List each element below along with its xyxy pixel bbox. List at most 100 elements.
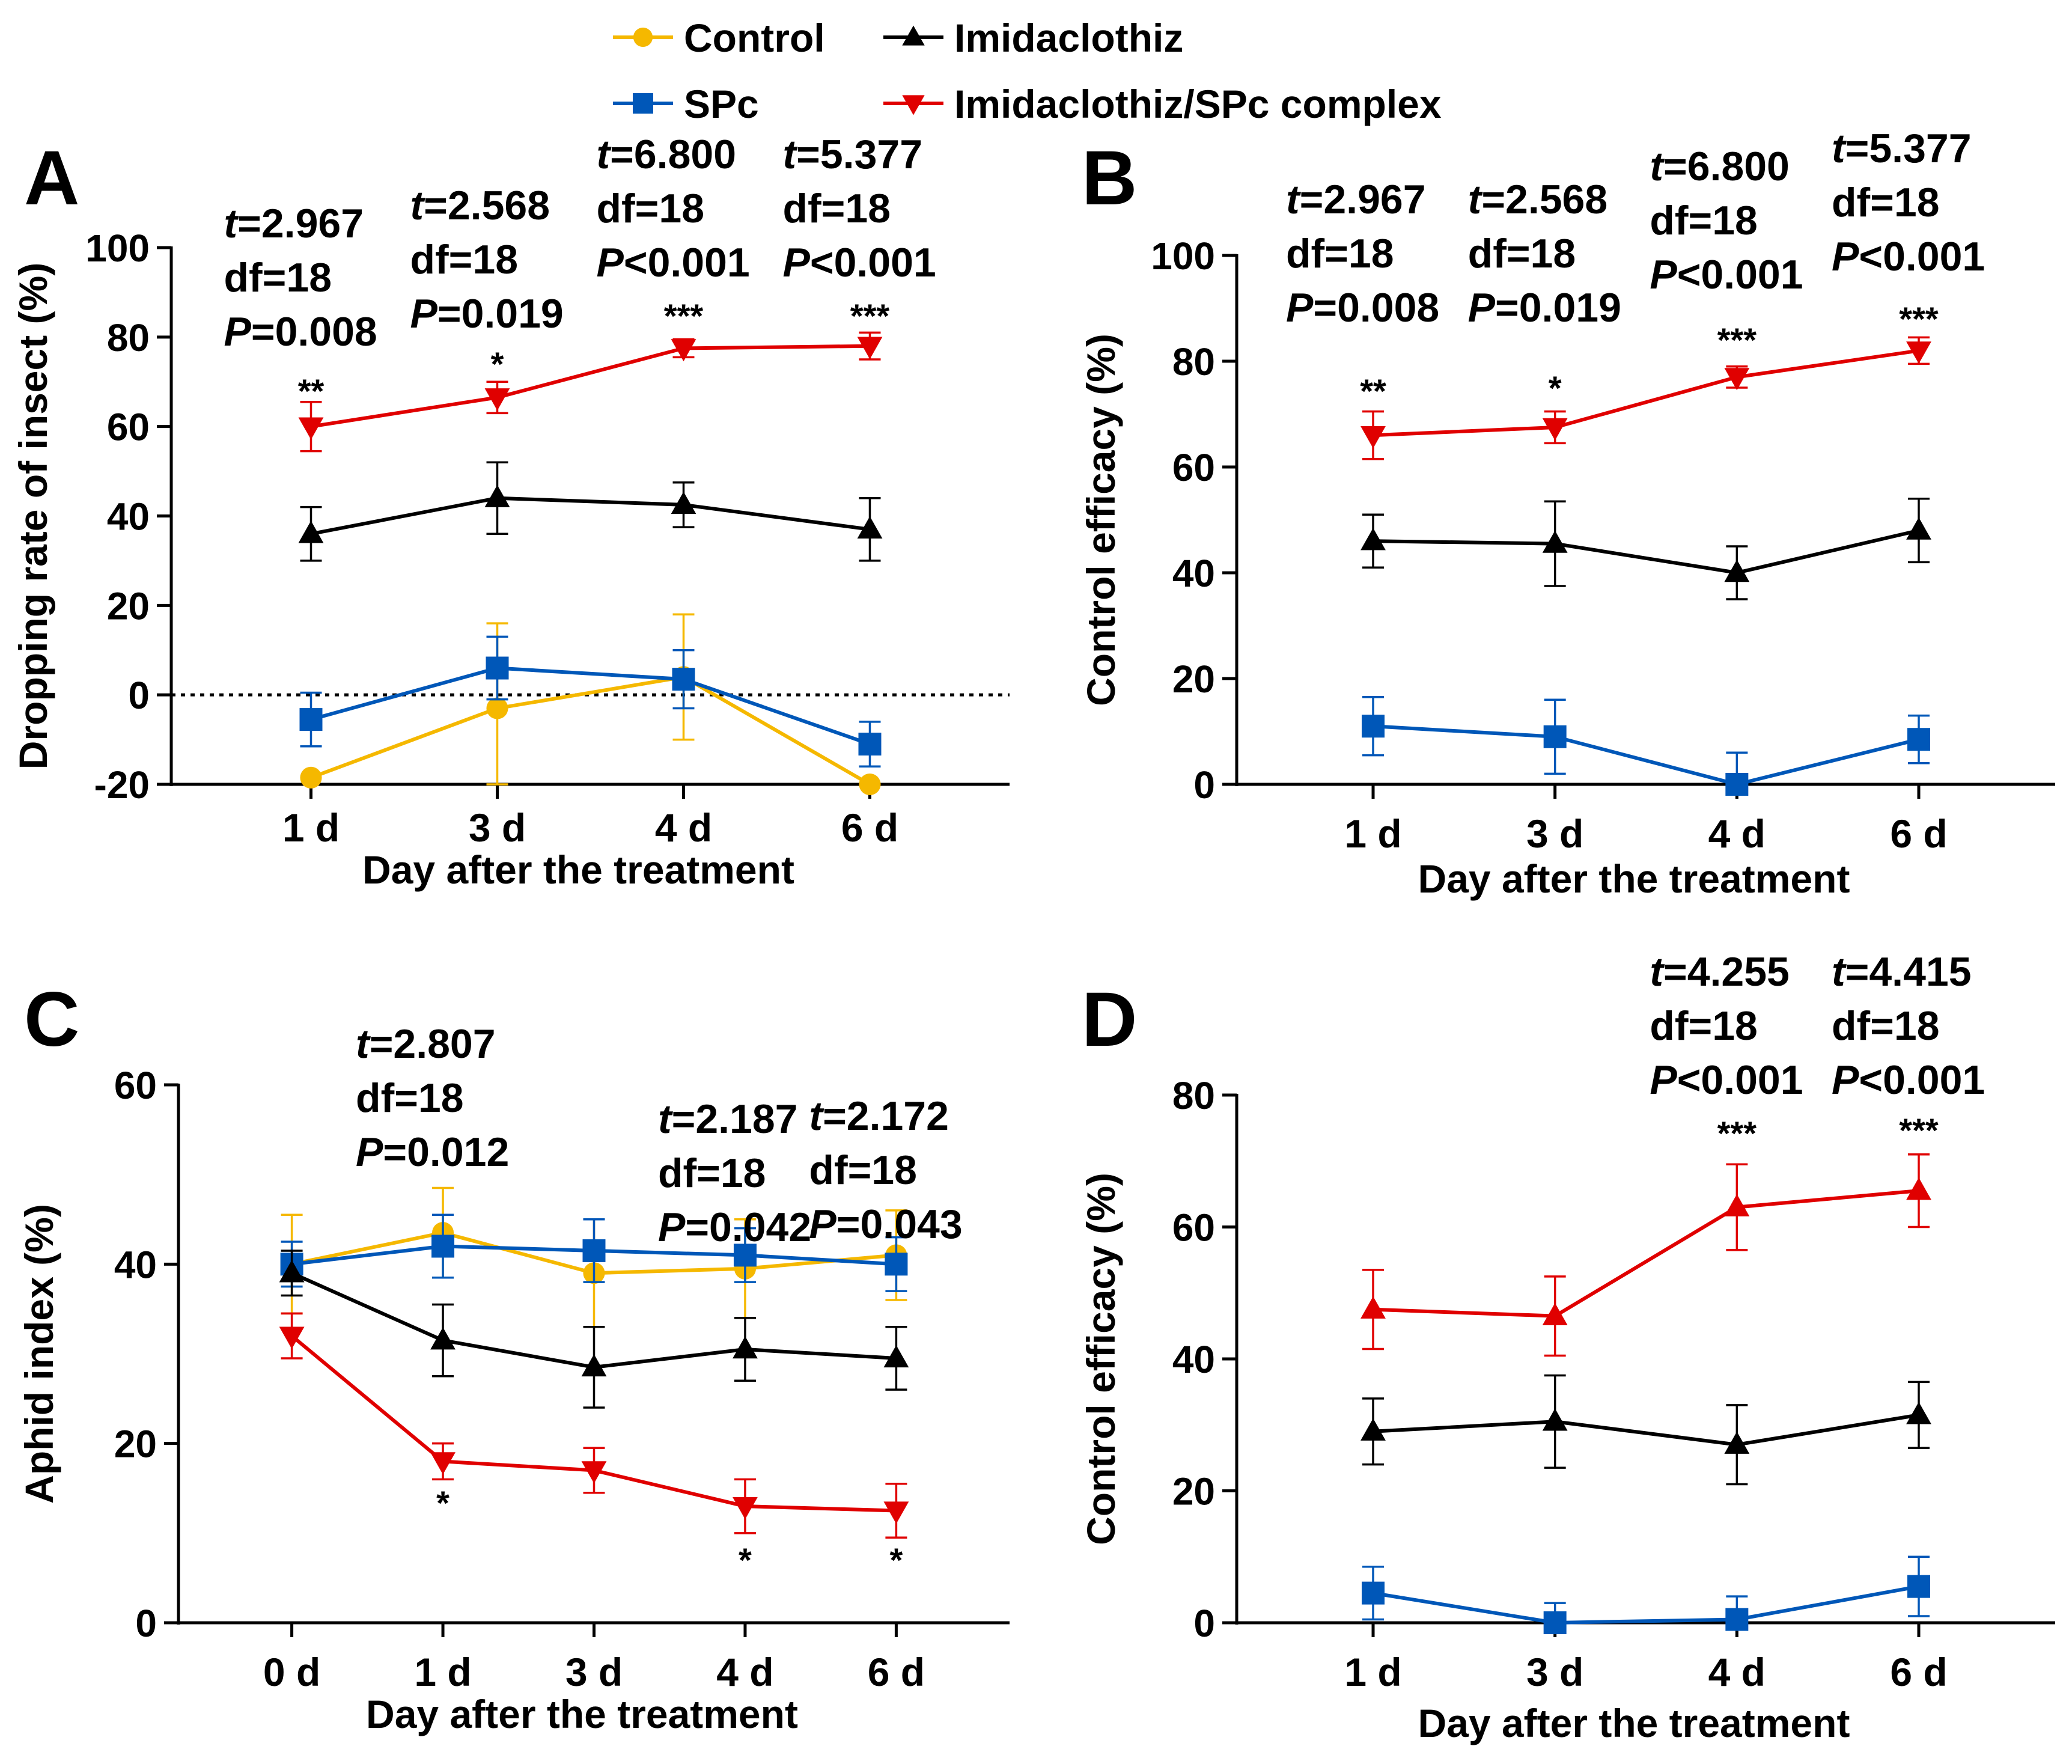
stat-line: P=0.043	[809, 1201, 962, 1247]
stat-line: P=0.042	[658, 1204, 811, 1250]
stat-line: t=4.415	[1832, 949, 1972, 995]
y-tick-label: 20	[107, 584, 150, 627]
data-point	[883, 1501, 909, 1524]
stat-annotation: t=2.807 df=18 P=0.012 *	[356, 1021, 509, 1522]
stat-line: t=2.568	[1468, 177, 1608, 222]
stat-symbol: t	[1650, 144, 1665, 189]
x-axis-label: Day after the treatment	[362, 847, 794, 892]
data-point	[486, 697, 508, 719]
stat-symbol: P	[1650, 1057, 1677, 1103]
stat-line: P<0.001	[597, 240, 750, 285]
stat-line: t=5.377	[1832, 126, 1972, 171]
stat-symbol: P	[1468, 285, 1496, 331]
stat-symbol: t	[783, 132, 798, 177]
data-point	[1907, 728, 1930, 751]
stat-symbol: P	[1286, 285, 1314, 331]
stat-value: <0.001	[1677, 252, 1803, 298]
x-tick-label: 3 d	[1526, 811, 1583, 856]
stat-value: =5.377	[1845, 126, 1972, 171]
data-point	[1906, 517, 1931, 540]
panel-b: B 0 20 40 60 80 100 1 d 3 d 4 d 6 d Day after the t…	[1079, 126, 2055, 901]
data-point	[1361, 528, 1386, 551]
stat-value: df=18	[1650, 198, 1758, 243]
legend-item-control: Control	[613, 16, 825, 60]
x-axis-label: Day after the treatment	[366, 1692, 798, 1736]
data-point	[431, 1234, 455, 1258]
significance-stars: ***	[664, 297, 704, 335]
y-tick-label: 80	[1172, 340, 1215, 383]
y-tick-label: -20	[94, 763, 150, 807]
stat-line: df=18	[224, 255, 332, 301]
data-point	[1906, 341, 1931, 364]
significance-stars: ***	[1717, 321, 1757, 359]
stat-value: <0.001	[1677, 1057, 1803, 1103]
stat-value: df=18	[410, 237, 519, 282]
stat-line: P<0.001	[1832, 1057, 1985, 1103]
x-tick-label: 6 d	[1890, 811, 1947, 856]
data-point	[279, 1326, 305, 1349]
panels: A -20 0 20 40 60 80 100 1 d 3 d 4 d 6 d Day after th…	[11, 126, 2055, 1745]
stat-line: t=5.377	[783, 132, 923, 177]
stat-symbol: t	[809, 1093, 824, 1139]
panel-c: C 0 20 40 60 0 d 1 d 3 d 4 d 6 d Day after the tre…	[17, 977, 1010, 1736]
data-point	[1906, 1402, 1931, 1424]
stat-value: <0.001	[624, 240, 750, 285]
x-tick-label: 0 d	[263, 1650, 320, 1694]
y-tick-label: 60	[107, 406, 150, 449]
stat-symbol: t	[1286, 177, 1301, 222]
data-point	[733, 1244, 757, 1267]
data-point	[582, 1239, 606, 1262]
data-point	[1542, 418, 1568, 441]
y-tick-label: 40	[114, 1243, 157, 1286]
series-imidaclothiz	[1361, 1374, 1931, 1486]
stat-line: t=4.255	[1650, 949, 1790, 995]
data-point	[1543, 1611, 1567, 1634]
y-axis-label: Control efficacy (%)	[1079, 334, 1123, 706]
stat-value: =2.187	[672, 1096, 798, 1142]
stat-line: t=2.172	[809, 1093, 949, 1139]
data-point	[1542, 1302, 1568, 1325]
series-line	[310, 496, 870, 536]
data-point	[581, 1354, 607, 1377]
stat-symbol: t	[597, 132, 612, 177]
stat-value: <0.001	[810, 240, 936, 285]
series-line	[1373, 528, 1919, 575]
stat-symbol: P	[410, 291, 438, 337]
series-spc	[280, 1213, 908, 1292]
stat-symbol: P	[597, 240, 624, 285]
x-tick-label: 4 d	[655, 805, 712, 850]
stat-value: df=18	[224, 255, 332, 301]
series-imidaclothiz-spc-complex	[298, 331, 883, 453]
y-tick-label: 80	[107, 316, 150, 359]
legend-label: SPc	[684, 82, 759, 126]
stat-line: df=18	[597, 186, 705, 231]
stat-symbol: t	[1650, 949, 1665, 995]
data-point	[1724, 560, 1750, 582]
data-point	[1907, 1575, 1930, 1598]
y-axis-label: Dropping rate of insect (%)	[11, 263, 55, 769]
stat-value: =0.019	[437, 291, 564, 337]
stat-line: t=2.807	[356, 1021, 496, 1067]
stat-value: df=18	[1468, 231, 1576, 276]
legend-label: Control	[684, 16, 825, 60]
data-point	[279, 1260, 305, 1283]
series-line	[311, 344, 870, 429]
stat-annotation: t=6.800 df=18 P<0.001 ***	[1650, 144, 1803, 359]
stat-symbol: t	[1468, 177, 1483, 222]
stat-value: =2.568	[424, 183, 550, 228]
stat-line: P=0.008	[1286, 285, 1439, 331]
stat-value: =0.008	[251, 309, 377, 355]
stat-value: =4.255	[1663, 949, 1790, 995]
stat-line: P=0.019	[1468, 285, 1621, 331]
significance-stars: **	[298, 372, 325, 410]
stat-line: t=6.800	[1650, 144, 1790, 189]
significance-stars: ***	[1899, 300, 1939, 338]
stat-line: P=0.019	[410, 291, 564, 337]
x-tick-label: 4 d	[1708, 811, 1766, 856]
y-tick-label: 60	[1172, 446, 1215, 489]
legend-item-imidaclothiz-spc-complex: Imidaclothiz/SPc complex	[883, 82, 1442, 126]
stat-value: df=18	[356, 1075, 464, 1121]
stat-symbol: P	[809, 1201, 836, 1247]
stat-value: df=18	[1650, 1003, 1758, 1049]
y-tick-label: 40	[107, 495, 150, 539]
